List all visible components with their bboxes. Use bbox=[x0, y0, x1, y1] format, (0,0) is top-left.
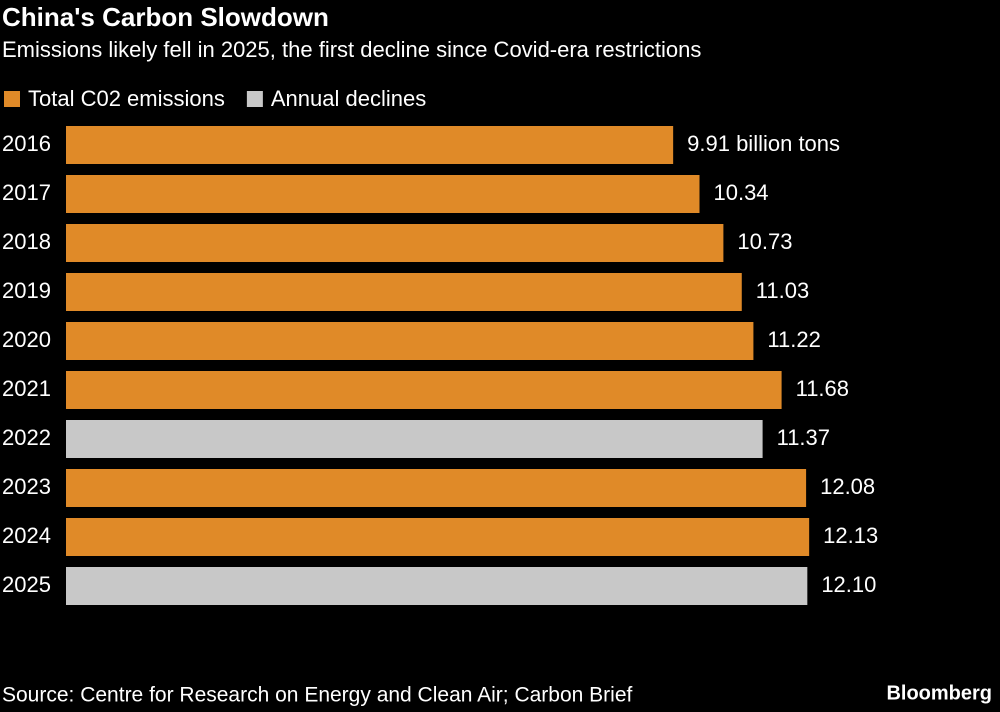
bar bbox=[66, 371, 782, 409]
y-tick-label: 2017 bbox=[2, 180, 51, 205]
bar bbox=[66, 469, 807, 507]
y-tick-label: 2016 bbox=[2, 131, 51, 156]
legend-label: Annual declines bbox=[271, 86, 426, 111]
y-tick-label: 2022 bbox=[2, 425, 51, 450]
value-label: 11.03 bbox=[756, 278, 809, 303]
value-label: 11.68 bbox=[796, 376, 849, 401]
chart-title: China's Carbon Slowdown bbox=[2, 2, 329, 32]
value-label: 11.22 bbox=[767, 327, 820, 352]
value-label: 12.13 bbox=[823, 523, 878, 548]
source: Source: Centre for Research on Energy an… bbox=[2, 684, 632, 707]
chart-subtitle: Emissions likely fell in 2025, the first… bbox=[2, 37, 701, 62]
y-tick-label: 2024 bbox=[2, 523, 51, 548]
value-label: 10.34 bbox=[713, 180, 768, 205]
bar bbox=[66, 322, 754, 360]
value-label: 9.91 billion tons bbox=[687, 131, 840, 156]
value-label: 12.08 bbox=[820, 474, 875, 499]
bar bbox=[66, 518, 810, 556]
value-label: 10.73 bbox=[737, 229, 792, 254]
y-tick-label: 2018 bbox=[2, 229, 51, 254]
bar bbox=[66, 175, 700, 213]
brand: Bloomberg bbox=[886, 682, 992, 704]
y-tick-label: 2020 bbox=[2, 327, 51, 352]
legend-label: Total C02 emissions bbox=[28, 86, 225, 111]
value-label: 12.10 bbox=[821, 572, 876, 597]
bar bbox=[66, 273, 742, 311]
y-tick-label: 2019 bbox=[2, 278, 51, 303]
value-label: 11.37 bbox=[777, 425, 830, 450]
y-tick-label: 2023 bbox=[2, 474, 51, 499]
legend-swatch bbox=[4, 91, 20, 107]
bar bbox=[66, 567, 808, 605]
bar bbox=[66, 420, 763, 458]
y-tick-label: 2021 bbox=[2, 376, 51, 401]
legend-swatch bbox=[246, 91, 263, 107]
bar bbox=[66, 126, 674, 164]
y-tick-label: 2025 bbox=[2, 572, 51, 597]
bar bbox=[66, 224, 724, 262]
